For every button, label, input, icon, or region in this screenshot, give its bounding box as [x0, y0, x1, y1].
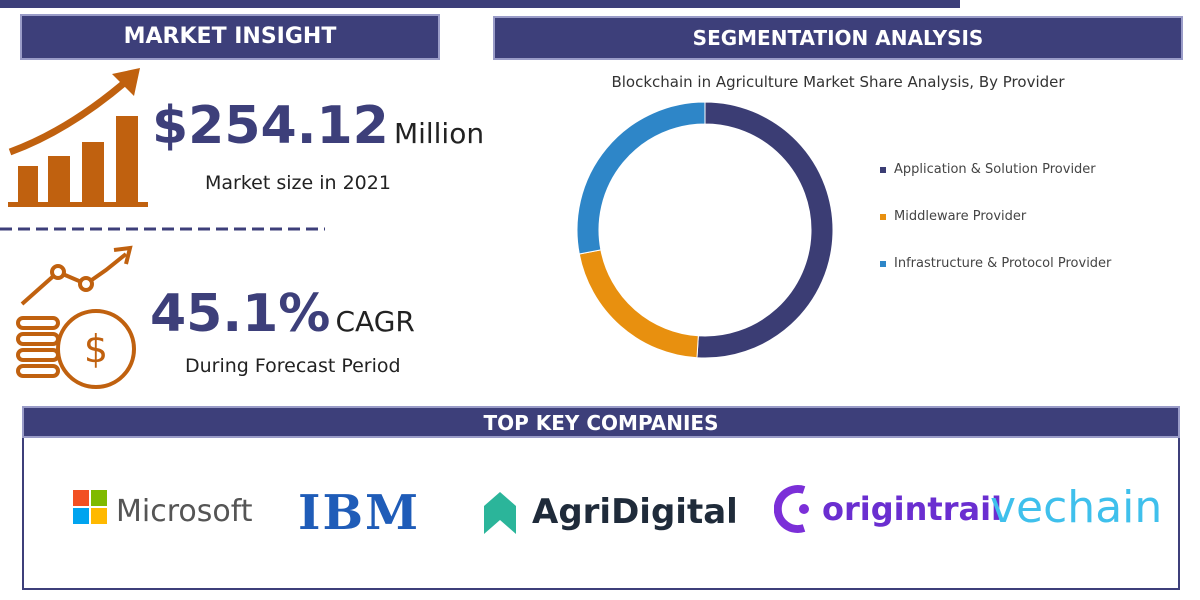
legend-label: Application & Solution Provider	[894, 162, 1096, 177]
legend-item: Middleware Provider	[880, 207, 1124, 227]
cagr: 45.1% CAGR	[150, 284, 415, 344]
cagr-caption: During Forecast Period	[185, 355, 401, 377]
section-heading: TOP KEY COMPANIES	[22, 406, 1180, 438]
company-name: Microsoft	[116, 494, 253, 529]
section-heading: MARKET INSIGHT	[20, 14, 440, 60]
company-name: AgriDigital	[532, 492, 738, 532]
legend-item: Application & Solution Provider	[880, 160, 1124, 180]
top-band	[0, 0, 960, 8]
origintrail-icon	[774, 485, 809, 533]
legend-label: Middleware Provider	[894, 209, 1027, 224]
chart-title: Blockchain in Agriculture Market Share A…	[611, 73, 1065, 91]
icons: $	[0, 68, 325, 389]
legend-label: Infrastructure & Protocol Provider	[894, 256, 1112, 271]
svg-text:$: $	[84, 327, 108, 371]
cagr-value: 45.1%	[150, 284, 331, 344]
microsoft-icon	[73, 490, 107, 524]
cagr-unit: CAGR	[335, 305, 415, 338]
market-size-value: $254.12	[152, 96, 389, 156]
section-heading: SEGMENTATION ANALYSIS	[493, 16, 1183, 60]
company-name: IBM	[298, 485, 421, 541]
market-size-unit: Million	[393, 117, 485, 150]
company-name: vechain	[990, 482, 1163, 533]
legend-item: Infrastructure & Protocol Provider	[880, 254, 1124, 274]
legend-swatch	[880, 167, 886, 173]
market-size-caption: Market size in 2021	[205, 172, 391, 194]
legend-swatch	[880, 214, 886, 220]
donut-segment	[696, 101, 834, 359]
company-name: origintrail	[822, 490, 1002, 528]
market-size: $254.12 Million	[152, 96, 484, 156]
donut-chart	[576, 101, 834, 359]
donut-segment	[576, 101, 706, 255]
agridigital-icon	[484, 492, 516, 534]
legend-swatch	[880, 261, 886, 267]
donut-segment	[578, 249, 699, 359]
